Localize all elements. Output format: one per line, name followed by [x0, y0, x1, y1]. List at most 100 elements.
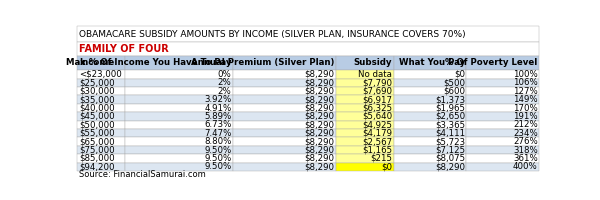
Text: Subsidy: Subsidy: [353, 58, 392, 67]
Text: 3.92%: 3.92%: [204, 95, 232, 104]
Text: $8,290: $8,290: [304, 129, 334, 138]
Text: $8,290: $8,290: [304, 70, 334, 79]
Text: $1,965: $1,965: [435, 104, 465, 113]
Text: $85,000: $85,000: [79, 154, 115, 163]
Bar: [394, 163, 466, 171]
Text: $8,290: $8,290: [304, 137, 334, 146]
Bar: [336, 129, 394, 137]
Bar: [394, 87, 466, 95]
Bar: [125, 163, 233, 171]
Text: $8,075: $8,075: [435, 154, 465, 163]
Text: $45,000: $45,000: [79, 112, 115, 121]
Bar: [77, 104, 125, 112]
Bar: [394, 137, 466, 146]
Bar: [466, 163, 539, 171]
Bar: [336, 104, 394, 112]
Text: $8,290: $8,290: [304, 162, 334, 171]
Text: $8,290: $8,290: [304, 154, 334, 163]
Text: 9.50%: 9.50%: [204, 162, 232, 171]
Bar: [466, 87, 539, 95]
Bar: [336, 56, 394, 70]
Bar: [336, 112, 394, 121]
Text: $8,290: $8,290: [304, 146, 334, 155]
Bar: [336, 154, 394, 163]
Text: $0: $0: [454, 70, 465, 79]
Bar: [233, 104, 336, 112]
Text: $75,000: $75,000: [79, 146, 115, 155]
Text: $1,165: $1,165: [362, 146, 392, 155]
Text: $8,290: $8,290: [304, 112, 334, 121]
Bar: [336, 146, 394, 154]
Bar: [77, 163, 125, 171]
Bar: [125, 70, 233, 79]
Text: $2,567: $2,567: [362, 137, 392, 146]
Text: Annual Premium (Silver Plan): Annual Premium (Silver Plan): [191, 58, 334, 67]
Text: $35,000: $35,000: [79, 95, 115, 104]
Text: $8,290: $8,290: [304, 78, 334, 87]
Text: 7.47%: 7.47%: [204, 129, 232, 138]
Bar: [77, 121, 125, 129]
Bar: [233, 163, 336, 171]
Bar: [394, 129, 466, 137]
Text: $30,000: $30,000: [79, 87, 115, 96]
Bar: [394, 146, 466, 154]
Text: Source: FinancialSamurai.com: Source: FinancialSamurai.com: [79, 170, 206, 179]
Bar: [77, 129, 125, 137]
Bar: [466, 146, 539, 154]
Bar: [394, 79, 466, 87]
Text: $500: $500: [443, 78, 465, 87]
Bar: [466, 70, 539, 79]
Bar: [336, 70, 394, 79]
Bar: [77, 42, 539, 56]
Text: $4,111: $4,111: [435, 129, 465, 138]
Text: 0%: 0%: [218, 70, 232, 79]
Bar: [125, 56, 233, 70]
Bar: [125, 146, 233, 154]
Bar: [466, 129, 539, 137]
Bar: [125, 154, 233, 163]
Text: $8,290: $8,290: [304, 87, 334, 96]
Bar: [125, 79, 233, 87]
Text: $5,723: $5,723: [435, 137, 465, 146]
Bar: [125, 104, 233, 112]
Text: 106%: 106%: [513, 78, 538, 87]
Bar: [466, 121, 539, 129]
Bar: [233, 121, 336, 129]
Bar: [394, 95, 466, 104]
Bar: [336, 95, 394, 104]
Text: 400%: 400%: [513, 162, 538, 171]
Text: What You Pay: What You Pay: [398, 58, 465, 67]
Text: $8,290: $8,290: [304, 95, 334, 104]
Bar: [77, 56, 125, 70]
Bar: [336, 137, 394, 146]
Text: 318%: 318%: [513, 146, 538, 155]
Text: 100%: 100%: [513, 70, 538, 79]
Text: $0: $0: [381, 162, 392, 171]
Text: 149%: 149%: [513, 95, 538, 104]
Bar: [77, 95, 125, 104]
Bar: [77, 87, 125, 95]
Text: 6.73%: 6.73%: [204, 120, 232, 129]
Text: 4.91%: 4.91%: [204, 104, 232, 113]
Text: $600: $600: [443, 87, 465, 96]
Bar: [466, 154, 539, 163]
Text: 170%: 170%: [513, 104, 538, 113]
Bar: [77, 70, 125, 79]
Text: $94,200: $94,200: [79, 162, 115, 171]
Text: $3,365: $3,365: [435, 120, 465, 129]
Bar: [233, 154, 336, 163]
Text: 191%: 191%: [513, 112, 538, 121]
Text: $4,925: $4,925: [362, 120, 392, 129]
Text: 234%: 234%: [513, 129, 538, 138]
Text: <$23,000: <$23,000: [79, 70, 122, 79]
Text: $7,790: $7,790: [362, 78, 392, 87]
Text: FAMILY OF FOUR: FAMILY OF FOUR: [79, 44, 169, 54]
Bar: [233, 70, 336, 79]
Bar: [233, 56, 336, 70]
Bar: [394, 104, 466, 112]
Bar: [466, 112, 539, 121]
Bar: [77, 26, 539, 42]
Text: $4,179: $4,179: [362, 129, 392, 138]
Bar: [394, 56, 466, 70]
Text: 2%: 2%: [218, 78, 232, 87]
